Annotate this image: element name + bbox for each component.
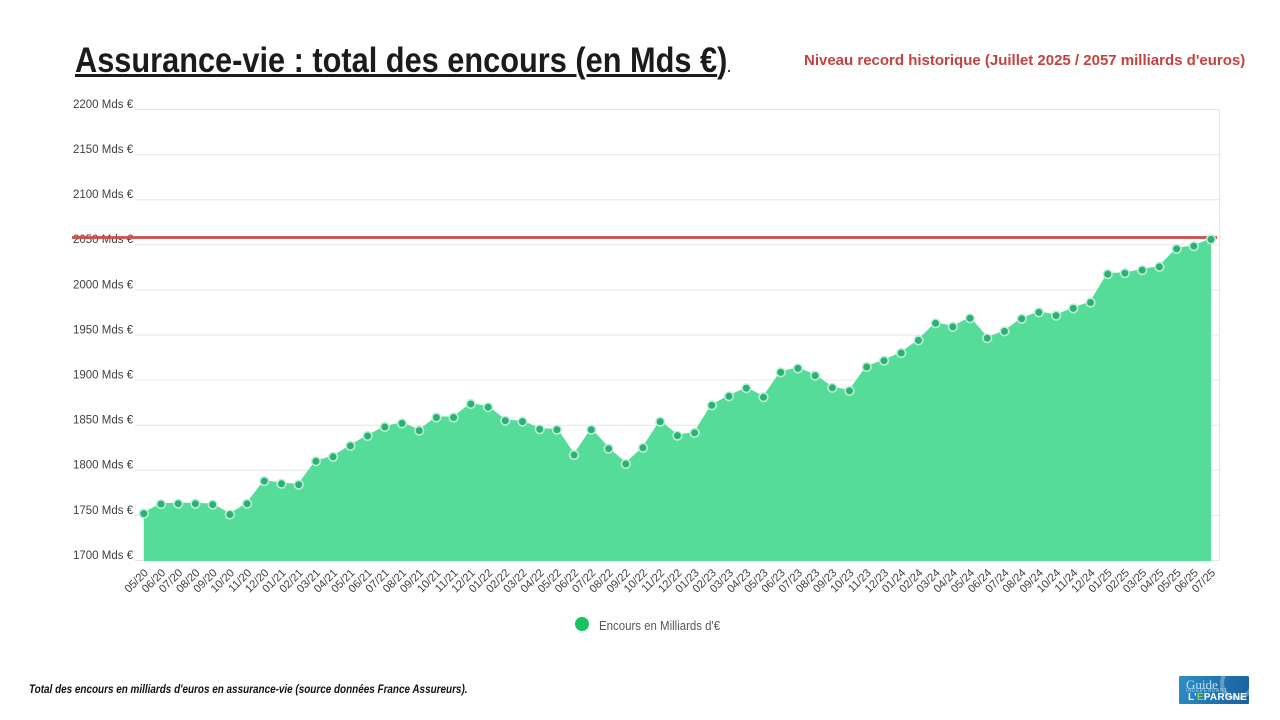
svg-text:1800 Mds €: 1800 Mds € xyxy=(73,460,134,472)
svg-text:1750 Mds €: 1750 Mds € xyxy=(73,505,134,517)
svg-text:2200 Mds €: 2200 Mds € xyxy=(73,99,134,111)
svg-text:2050 Mds €: 2050 Mds € xyxy=(73,234,134,246)
svg-text:2100 Mds €: 2100 Mds € xyxy=(73,189,134,201)
svg-text:2150 Mds €: 2150 Mds € xyxy=(73,144,134,156)
svg-text:1700 Mds €: 1700 Mds € xyxy=(73,550,134,562)
svg-text:2000 Mds €: 2000 Mds € xyxy=(73,279,134,291)
svg-text:1900 Mds €: 1900 Mds € xyxy=(73,370,134,382)
svg-text:1850 Mds €: 1850 Mds € xyxy=(73,415,134,427)
svg-text:1950 Mds €: 1950 Mds € xyxy=(73,324,134,336)
